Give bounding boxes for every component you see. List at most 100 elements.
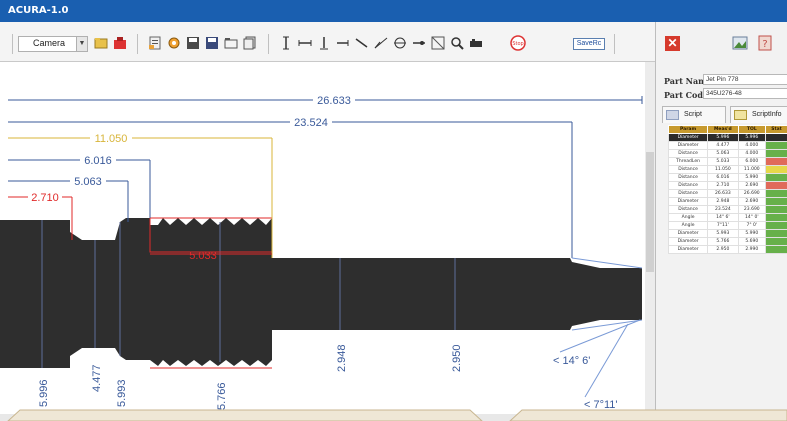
- toolbar-separator: [268, 34, 269, 54]
- angle-7-label: < 7°11': [584, 399, 618, 411]
- table-row[interactable]: Distance 2.710 2.690: [667, 181, 787, 190]
- table-row[interactable]: Diameter 2.950 2.990: [667, 245, 787, 254]
- measurement-canvas[interactable]: 26.633 23.524 11.050 6.016 5.063 2.710 5…: [0, 62, 655, 414]
- angle-check-icon[interactable]: [374, 36, 388, 50]
- part-name-field[interactable]: Jet Pin 778: [703, 74, 787, 85]
- camera-stop-icon[interactable]: [113, 36, 127, 50]
- dim-23524-label: 23.524: [294, 117, 328, 129]
- param-cell: Distance: [667, 181, 709, 190]
- part-code-label: Part Code: [664, 90, 709, 100]
- table-row[interactable]: Diameter 5.766 5.690: [667, 237, 787, 246]
- dia-5996-label: 5.996: [38, 379, 50, 407]
- status-cell: [765, 205, 787, 214]
- stop-icon[interactable]: Stop: [510, 35, 526, 51]
- tab-script-label: Script: [684, 111, 702, 118]
- tolerance-cell: 26.690: [737, 189, 767, 198]
- script-icon[interactable]: [148, 36, 162, 50]
- chevron-down-icon[interactable]: ▼: [76, 37, 87, 51]
- profile-icon[interactable]: [469, 36, 483, 50]
- circle-diameter-icon[interactable]: [393, 36, 407, 50]
- tolerance-cell: 23.690: [737, 205, 767, 214]
- table-row[interactable]: Diameter 2.948 2.690: [667, 197, 787, 206]
- image-icon[interactable]: [732, 35, 748, 51]
- measured-cell: 5.993: [707, 229, 739, 238]
- table-header-row: Param Meas'd TOL Stat: [667, 125, 787, 134]
- table-row[interactable]: Diameter 5.993 5.990: [667, 229, 787, 238]
- line-end-icon[interactable]: [412, 36, 426, 50]
- save-icon[interactable]: [186, 36, 200, 50]
- horizontal-distance-icon[interactable]: [298, 36, 312, 50]
- table-row[interactable]: Diameter 5.996 5.996: [667, 133, 787, 142]
- table-row[interactable]: Distance 5.063 4.000: [667, 149, 787, 158]
- tolerance-cell: 4.000: [737, 141, 767, 150]
- table-row[interactable]: Distance 23.524 23.690: [667, 205, 787, 214]
- status-cell: [765, 157, 787, 166]
- close-icon[interactable]: ✕: [665, 36, 680, 51]
- script-info-tab-icon: [734, 110, 747, 120]
- measured-cell: 5.766: [707, 237, 739, 246]
- table-row[interactable]: Diameter 4.477 4.000: [667, 141, 787, 150]
- dim-6016-label: 6.016: [84, 155, 112, 167]
- table-row[interactable]: ThreadLen 5.033 6.000: [667, 157, 787, 166]
- results-table: Param Meas'd TOL Stat Diameter 5.996 5.996…: [667, 125, 787, 254]
- measured-cell: 5.033: [707, 157, 739, 166]
- param-cell: Distance: [667, 149, 709, 158]
- zoom-icon[interactable]: [450, 36, 464, 50]
- measured-cell: 14° 6': [707, 213, 739, 222]
- svg-text:Stop: Stop: [512, 41, 523, 47]
- table-row[interactable]: Angle 14° 6' 14° 0': [667, 213, 787, 222]
- arrow-right-icon[interactable]: [336, 36, 350, 50]
- point-to-line-icon[interactable]: [317, 36, 331, 50]
- measured-cell: 5.063: [707, 149, 739, 158]
- script-tab-icon: [666, 110, 679, 120]
- save-record-button[interactable]: SaveRc: [573, 38, 605, 50]
- dia-5993-label: 5.993: [116, 379, 128, 407]
- part-code-field[interactable]: 345U276-48: [703, 88, 787, 99]
- measured-cell: 23.524: [707, 205, 739, 214]
- svg-text:?: ?: [762, 39, 767, 50]
- dim-5063-label: 5.063: [74, 176, 102, 188]
- angle-arrow-icon[interactable]: [355, 36, 369, 50]
- part-drawing: 26.633 23.524 11.050 6.016 5.063 2.710 5…: [0, 62, 655, 414]
- camera-select[interactable]: Camera ▼: [18, 36, 88, 52]
- param-cell: Angle: [667, 213, 709, 222]
- save-as-icon[interactable]: [205, 36, 219, 50]
- measured-cell: 2.950: [707, 245, 739, 254]
- tolerance-cell: 7° 0': [737, 221, 767, 230]
- table-row[interactable]: Distance 11.050 11.000: [667, 165, 787, 174]
- tab-script[interactable]: Script: [662, 106, 726, 123]
- column-header: Stat: [765, 125, 787, 134]
- column-header: TOL: [737, 125, 767, 134]
- status-cell: [765, 189, 787, 198]
- open-folder-icon[interactable]: [224, 36, 238, 50]
- param-cell: Distance: [667, 165, 709, 174]
- table-row[interactable]: Distance 6.016 5.990: [667, 173, 787, 182]
- tab-script-info-label: ScriptInfo: [752, 111, 782, 118]
- status-cell: [765, 197, 787, 206]
- dim-11050-label: 11.050: [95, 133, 128, 145]
- tab-script-info[interactable]: ScriptInfo: [730, 106, 787, 123]
- pages-icon[interactable]: [243, 36, 257, 50]
- dim-5033-label: 5.033: [189, 250, 217, 262]
- column-header: Param: [667, 125, 709, 134]
- camera-select-label: Camera: [33, 38, 66, 48]
- zoom-area-icon[interactable]: [431, 36, 445, 50]
- vertical-distance-icon[interactable]: [279, 36, 293, 50]
- tolerance-cell: 2.990: [737, 245, 767, 254]
- table-row[interactable]: Distance 26.633 26.690: [667, 189, 787, 198]
- measured-cell: 7°11': [707, 221, 739, 230]
- status-cell: [765, 229, 787, 238]
- column-header: Meas'd: [707, 125, 739, 134]
- measured-cell: 2.710: [707, 181, 739, 190]
- window-title: ACURA-1.0: [0, 0, 787, 22]
- angle-14-label: < 14° 6': [553, 355, 590, 367]
- bottom-tab-strip: [0, 409, 787, 421]
- help-icon[interactable]: ?: [757, 35, 773, 51]
- status-cell: [765, 213, 787, 222]
- folder-open-icon[interactable]: [94, 36, 108, 50]
- settings-icon[interactable]: [167, 36, 181, 50]
- table-row[interactable]: Angle 7°11' 7° 0': [667, 221, 787, 230]
- status-cell: [765, 221, 787, 230]
- measured-cell: 5.996: [707, 133, 739, 142]
- param-cell: Distance: [667, 189, 709, 198]
